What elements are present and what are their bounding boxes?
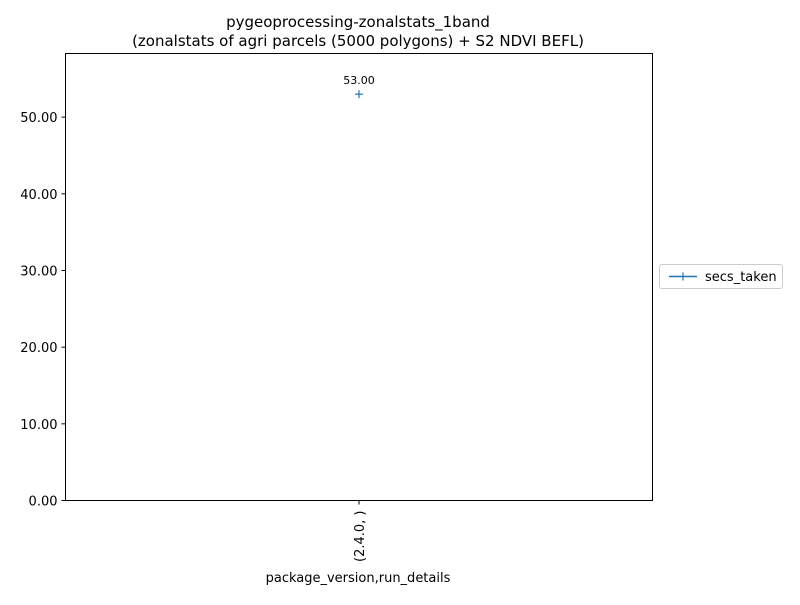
legend-content: secs_taken xyxy=(669,270,777,285)
x-tick-label: (2.4.0, ) xyxy=(353,511,368,563)
x-axis: (2.4.0, ) xyxy=(353,500,368,563)
y-tick-label: 10.00 xyxy=(20,418,57,433)
legend-label: secs_taken xyxy=(705,270,777,285)
chart-title: pygeoprocessing-zonalstats_1band xyxy=(226,13,490,32)
chart-subtitle: (zonalstats of agri parcels (5000 polygo… xyxy=(132,32,584,50)
plot-area xyxy=(65,53,653,501)
x-axis-label: package_version,run_details xyxy=(266,571,451,586)
y-tick-label: 40.00 xyxy=(20,188,57,203)
y-axis: 0.00 10.00 20.00 30.00 40.00 50.00 xyxy=(20,111,66,510)
y-tick-label: 50.00 xyxy=(20,111,57,126)
y-tick-label: 20.00 xyxy=(20,341,57,356)
data-label: 53.00 xyxy=(343,74,375,87)
y-tick-label: 0.00 xyxy=(29,495,58,510)
y-tick-label: 30.00 xyxy=(20,264,57,279)
legend: secs_taken xyxy=(659,264,783,289)
series-layer: 53.00 xyxy=(343,74,375,99)
data-point xyxy=(355,90,363,99)
